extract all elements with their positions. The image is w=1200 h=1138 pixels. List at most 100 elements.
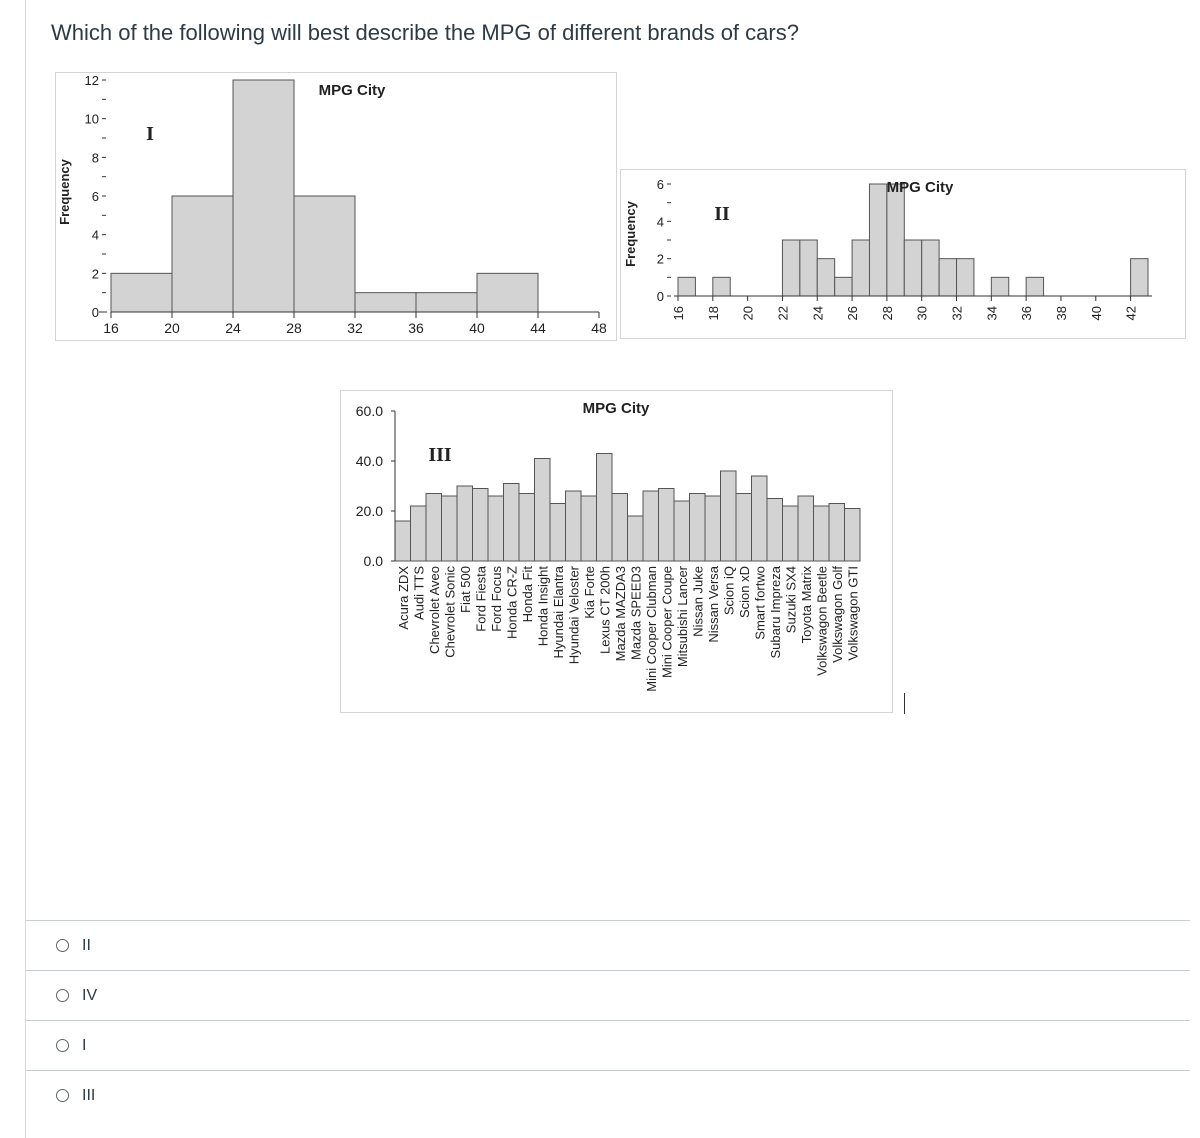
answer-label: III bbox=[82, 1086, 96, 1104]
y-tick-label: 8 bbox=[92, 150, 99, 165]
x-tick-label: 18 bbox=[706, 306, 721, 320]
bar bbox=[410, 505, 427, 562]
histogram-bar bbox=[232, 79, 295, 313]
answer-label: I bbox=[82, 1036, 87, 1054]
chart-iii-title: MPG City bbox=[583, 400, 650, 417]
bar bbox=[813, 505, 830, 562]
bar bbox=[658, 488, 675, 562]
radio-button[interactable] bbox=[56, 1089, 69, 1102]
category-label: Mini Cooper Clubman bbox=[644, 566, 659, 692]
category-label: Mini Cooper Coupe bbox=[659, 566, 674, 678]
bar bbox=[441, 495, 458, 562]
histogram-bar bbox=[415, 292, 478, 313]
x-tick-label: 16 bbox=[103, 320, 119, 336]
x-tick-label: 38 bbox=[1054, 306, 1069, 320]
x-tick-label: 22 bbox=[775, 306, 790, 320]
x-tick-label: 28 bbox=[880, 306, 895, 320]
answer-option-iv[interactable]: IV bbox=[26, 970, 1190, 1020]
category-label: Acura ZDX bbox=[396, 566, 411, 630]
category-label: Volkswagon Beetle bbox=[814, 566, 829, 676]
bar bbox=[844, 508, 861, 562]
category-label: Nissan Juke bbox=[690, 566, 705, 637]
histogram-bar bbox=[851, 239, 870, 297]
x-tick-label: 36 bbox=[1019, 306, 1034, 320]
category-label: Scion iQ bbox=[721, 566, 736, 615]
category-label: Smart fortwo bbox=[752, 566, 767, 640]
histogram-bar bbox=[921, 239, 940, 297]
bar bbox=[472, 488, 489, 562]
histogram-bar bbox=[799, 239, 818, 297]
category-label: Volkswagon Golf bbox=[830, 566, 845, 663]
answer-label: IV bbox=[82, 986, 98, 1004]
bar bbox=[565, 490, 582, 562]
radio-button[interactable] bbox=[56, 1039, 69, 1052]
category-label: Honda Insight bbox=[535, 566, 550, 647]
category-label: Chevrolet Sonic bbox=[442, 566, 457, 658]
y-tick-label: 12 bbox=[85, 73, 99, 88]
histogram-bar bbox=[938, 258, 958, 297]
radio-button[interactable] bbox=[56, 939, 69, 952]
bar bbox=[751, 475, 768, 562]
histogram-bar bbox=[886, 183, 905, 297]
bar bbox=[735, 493, 752, 562]
bar bbox=[518, 493, 535, 562]
x-tick-label: 36 bbox=[408, 320, 424, 336]
x-tick-label: 24 bbox=[225, 320, 241, 336]
bar bbox=[611, 493, 628, 562]
bar bbox=[627, 515, 644, 562]
y-tick-label: 0.0 bbox=[364, 553, 384, 569]
x-tick-label: 32 bbox=[347, 320, 363, 336]
category-label: Kia Forte bbox=[582, 566, 597, 619]
bar bbox=[766, 498, 783, 562]
answer-option-iii[interactable]: III bbox=[26, 1070, 1190, 1120]
x-tick-label: 48 bbox=[591, 320, 607, 336]
answer-option-i[interactable]: I bbox=[26, 1020, 1190, 1070]
histogram-bar bbox=[171, 195, 234, 313]
x-tick-label: 26 bbox=[845, 306, 860, 320]
y-tick-label: 2 bbox=[657, 252, 664, 267]
answer-option-ii[interactable]: II bbox=[26, 920, 1190, 970]
bar bbox=[689, 493, 706, 562]
histogram-bar bbox=[712, 276, 731, 297]
histogram-bar bbox=[476, 272, 539, 313]
category-label: Volkswagon GTI bbox=[845, 566, 860, 661]
bar bbox=[642, 490, 659, 562]
category-label: Mazda SPEED3 bbox=[628, 566, 643, 660]
category-label: Hyundai Veloster bbox=[566, 565, 581, 664]
radio-button[interactable] bbox=[56, 989, 69, 1002]
bar bbox=[828, 503, 845, 562]
text-cursor bbox=[904, 693, 905, 714]
category-label: Nissan Versa bbox=[706, 565, 721, 642]
histogram-bar bbox=[781, 239, 801, 297]
category-label: Ford Fiesta bbox=[473, 565, 488, 632]
histogram-bar bbox=[816, 258, 836, 297]
category-label: Honda Fit bbox=[520, 566, 535, 623]
histogram-bar bbox=[834, 276, 853, 297]
y-tick-label: 40.0 bbox=[356, 453, 383, 469]
histogram-bar bbox=[1025, 276, 1045, 297]
histogram-bar bbox=[903, 239, 923, 297]
y-tick-label: 10 bbox=[85, 112, 99, 127]
category-label: Hyundai Elantra bbox=[551, 565, 566, 658]
bar bbox=[580, 495, 597, 562]
category-label: Mitsubishi Lancer bbox=[675, 565, 690, 667]
bar bbox=[394, 520, 411, 562]
y-tick-label: 4 bbox=[657, 214, 664, 229]
chart-ii-ylabel: Frequency bbox=[623, 200, 638, 267]
y-tick-label: 0 bbox=[92, 305, 99, 320]
y-tick-label: 0 bbox=[657, 289, 664, 304]
histogram-bar bbox=[677, 276, 696, 297]
bar bbox=[534, 458, 551, 562]
bar bbox=[782, 505, 799, 562]
bar bbox=[720, 470, 737, 562]
category-label: Honda CR-Z bbox=[504, 566, 519, 639]
answer-label: II bbox=[82, 936, 91, 954]
chart-iii-figure-label: III bbox=[428, 444, 452, 466]
bar bbox=[487, 495, 504, 562]
category-label: Suzuki SX4 bbox=[783, 566, 798, 633]
bar bbox=[596, 453, 613, 562]
bar bbox=[456, 485, 473, 562]
chart-ii-title: MPG City bbox=[887, 179, 954, 196]
histogram-bar bbox=[293, 195, 356, 313]
